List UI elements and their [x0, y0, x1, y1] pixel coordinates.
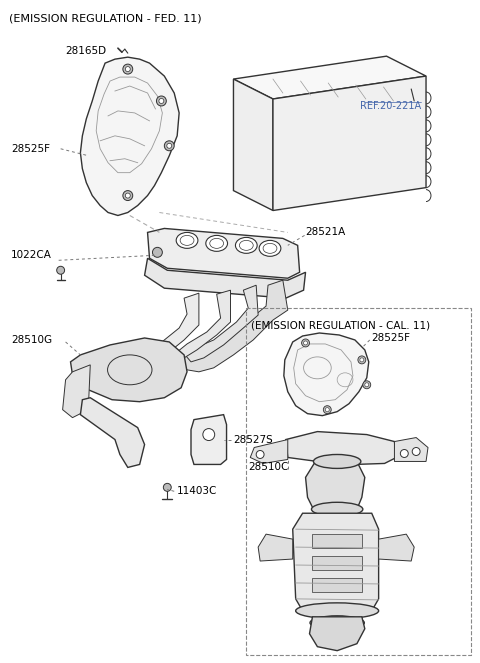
Polygon shape — [395, 438, 428, 461]
Ellipse shape — [296, 603, 379, 619]
Text: (EMISSION REGULATION - FED. 11): (EMISSION REGULATION - FED. 11) — [9, 13, 202, 23]
Circle shape — [125, 66, 130, 72]
Circle shape — [358, 356, 366, 364]
Circle shape — [123, 190, 133, 200]
Polygon shape — [233, 56, 426, 99]
Circle shape — [159, 99, 164, 103]
Polygon shape — [177, 290, 230, 358]
Circle shape — [123, 64, 133, 74]
Text: REF.20-221A: REF.20-221A — [360, 101, 421, 111]
Polygon shape — [185, 285, 258, 362]
Polygon shape — [258, 534, 293, 561]
Polygon shape — [273, 76, 426, 211]
Circle shape — [325, 408, 329, 412]
Ellipse shape — [235, 237, 257, 253]
Polygon shape — [71, 338, 187, 402]
Text: 28510C: 28510C — [248, 462, 288, 473]
Polygon shape — [379, 534, 414, 561]
Circle shape — [203, 428, 215, 440]
Polygon shape — [144, 259, 306, 298]
Circle shape — [153, 247, 162, 257]
Circle shape — [156, 96, 166, 106]
Circle shape — [412, 448, 420, 455]
Polygon shape — [80, 57, 179, 215]
Ellipse shape — [206, 235, 228, 251]
Ellipse shape — [259, 241, 281, 257]
Polygon shape — [286, 432, 396, 465]
Circle shape — [57, 267, 65, 274]
Polygon shape — [191, 414, 227, 465]
Polygon shape — [310, 617, 365, 650]
Circle shape — [400, 450, 408, 457]
Circle shape — [324, 406, 331, 414]
Circle shape — [256, 450, 264, 459]
Ellipse shape — [310, 616, 364, 630]
Text: (EMISSION REGULATION - CAL. 11): (EMISSION REGULATION - CAL. 11) — [251, 320, 431, 330]
Text: 28527S: 28527S — [233, 434, 273, 445]
Text: 28521A: 28521A — [306, 227, 346, 237]
Text: 28510G: 28510G — [11, 335, 52, 345]
Text: 1022CA: 1022CA — [11, 251, 52, 261]
Ellipse shape — [176, 233, 198, 249]
Bar — [312, 556, 362, 570]
Text: 28525F: 28525F — [372, 333, 411, 343]
Circle shape — [363, 381, 371, 389]
Polygon shape — [147, 229, 300, 278]
Polygon shape — [293, 513, 379, 611]
Polygon shape — [250, 440, 288, 463]
Circle shape — [163, 483, 171, 491]
Circle shape — [301, 339, 310, 347]
Text: 11403C: 11403C — [177, 487, 217, 497]
Polygon shape — [233, 79, 273, 211]
Bar — [312, 578, 362, 592]
Circle shape — [303, 341, 308, 345]
Text: 28525F: 28525F — [11, 144, 50, 154]
Polygon shape — [181, 280, 288, 372]
Polygon shape — [155, 293, 199, 356]
Circle shape — [365, 383, 369, 387]
Ellipse shape — [312, 503, 363, 516]
Circle shape — [360, 358, 364, 362]
Bar — [312, 534, 362, 548]
Polygon shape — [306, 461, 365, 509]
Circle shape — [125, 193, 130, 198]
Ellipse shape — [313, 454, 361, 469]
Circle shape — [164, 141, 174, 151]
Circle shape — [167, 143, 172, 149]
Polygon shape — [62, 365, 90, 418]
Polygon shape — [284, 333, 369, 416]
Text: 28165D: 28165D — [66, 46, 107, 56]
Bar — [246, 308, 471, 654]
Polygon shape — [80, 398, 144, 467]
